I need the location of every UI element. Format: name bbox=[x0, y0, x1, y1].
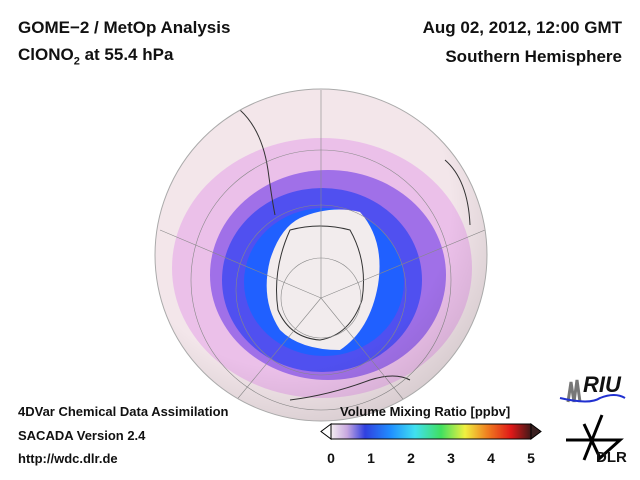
colorbar bbox=[330, 423, 532, 440]
footer-url[interactable]: http://wdc.dlr.de bbox=[18, 451, 118, 466]
colorbar-tick: 1 bbox=[367, 450, 375, 466]
colorbar-tick: 5 bbox=[527, 450, 535, 466]
globe-outline bbox=[154, 88, 488, 422]
date-label: Aug 02, 2012, 12:00 GMT bbox=[422, 18, 622, 37]
species-level: at 55.4 hPa bbox=[79, 45, 174, 64]
colorbar-tick: 3 bbox=[447, 450, 455, 466]
footer-version: SACADA Version 2.4 bbox=[18, 428, 146, 443]
title-line1: GOME−2 / MetOp Analysis bbox=[18, 18, 231, 37]
dlr-logo-text: DLR bbox=[596, 449, 627, 466]
species-name: ClONO bbox=[18, 45, 74, 64]
riu-logo bbox=[559, 379, 626, 403]
colorbar-over-arrow bbox=[530, 423, 542, 440]
species-subscript: 2 bbox=[73, 55, 80, 68]
colorbar-tick: 0 bbox=[327, 450, 335, 466]
riu-logo-text: RIU bbox=[583, 372, 621, 397]
title-species: ClONO2 at 55.4 hPa bbox=[18, 45, 173, 67]
colorbar-tick: 2 bbox=[407, 450, 415, 466]
footer-method: 4DVar Chemical Data Assimilation bbox=[18, 404, 229, 419]
region-label: Southern Hemisphere bbox=[445, 47, 622, 66]
colorbar-tick: 4 bbox=[487, 450, 495, 466]
dlr-logo bbox=[566, 414, 624, 461]
colorbar-under-arrow bbox=[320, 423, 332, 440]
colorbar-title: Volume Mixing Ratio [ppbv] bbox=[340, 404, 511, 419]
